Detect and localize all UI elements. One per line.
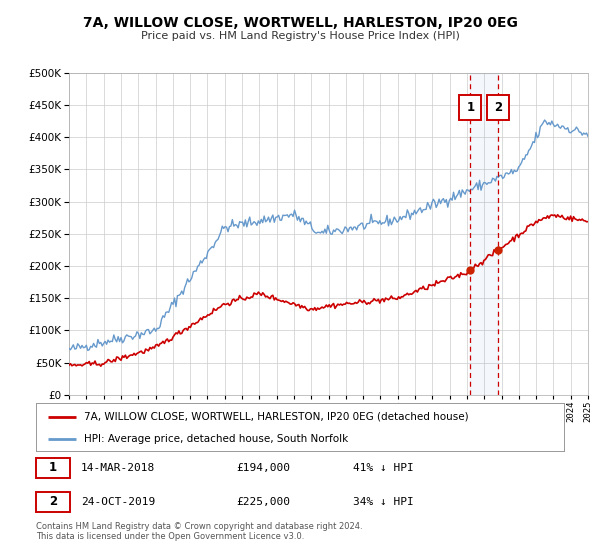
FancyBboxPatch shape <box>36 458 70 478</box>
Text: £225,000: £225,000 <box>236 497 290 507</box>
Text: Price paid vs. HM Land Registry's House Price Index (HPI): Price paid vs. HM Land Registry's House … <box>140 31 460 41</box>
Text: 1: 1 <box>466 101 475 114</box>
FancyBboxPatch shape <box>460 95 481 120</box>
Text: 2: 2 <box>49 496 57 508</box>
Text: £194,000: £194,000 <box>236 463 290 473</box>
Text: 7A, WILLOW CLOSE, WORTWELL, HARLESTON, IP20 0EG: 7A, WILLOW CLOSE, WORTWELL, HARLESTON, I… <box>83 16 517 30</box>
Text: 34% ↓ HPI: 34% ↓ HPI <box>353 497 413 507</box>
FancyBboxPatch shape <box>487 95 509 120</box>
Text: 1: 1 <box>49 461 57 474</box>
FancyBboxPatch shape <box>36 492 70 512</box>
Text: 7A, WILLOW CLOSE, WORTWELL, HARLESTON, IP20 0EG (detached house): 7A, WILLOW CLOSE, WORTWELL, HARLESTON, I… <box>83 412 468 422</box>
Text: 2: 2 <box>494 101 502 114</box>
Bar <box>470 73 499 395</box>
Text: HPI: Average price, detached house, South Norfolk: HPI: Average price, detached house, Sout… <box>83 434 348 444</box>
Text: 14-MAR-2018: 14-MAR-2018 <box>81 463 155 473</box>
Text: Contains HM Land Registry data © Crown copyright and database right 2024.
This d: Contains HM Land Registry data © Crown c… <box>36 522 362 542</box>
Text: 41% ↓ HPI: 41% ↓ HPI <box>353 463 413 473</box>
Text: 24-OCT-2019: 24-OCT-2019 <box>81 497 155 507</box>
